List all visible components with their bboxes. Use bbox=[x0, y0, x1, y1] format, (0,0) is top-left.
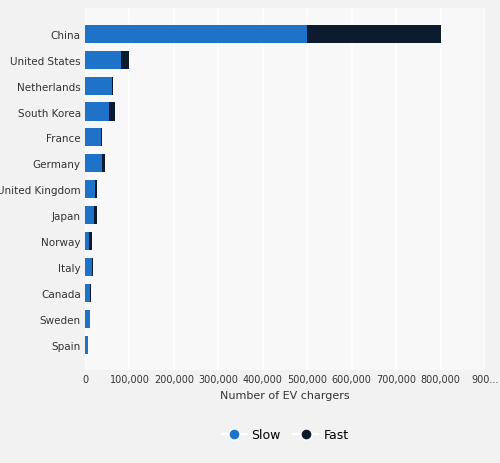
Bar bbox=[85, 181, 95, 199]
Bar bbox=[110, 103, 115, 121]
Bar bbox=[85, 258, 92, 276]
Bar bbox=[85, 129, 102, 147]
Bar bbox=[307, 25, 440, 44]
Bar bbox=[85, 103, 110, 121]
Bar bbox=[85, 206, 94, 225]
Bar bbox=[95, 181, 97, 199]
Bar bbox=[85, 77, 112, 95]
Bar bbox=[120, 51, 128, 69]
Bar bbox=[102, 155, 104, 173]
X-axis label: Number of EV chargers: Number of EV chargers bbox=[220, 390, 350, 400]
Bar bbox=[85, 155, 102, 173]
Bar bbox=[85, 336, 88, 354]
Bar bbox=[88, 232, 92, 250]
Bar bbox=[85, 51, 120, 69]
Bar bbox=[85, 284, 90, 302]
Bar bbox=[85, 310, 90, 328]
Legend: Slow, Fast: Slow, Fast bbox=[216, 424, 354, 446]
Bar bbox=[85, 232, 88, 250]
Bar bbox=[85, 25, 307, 44]
Bar bbox=[94, 206, 97, 225]
